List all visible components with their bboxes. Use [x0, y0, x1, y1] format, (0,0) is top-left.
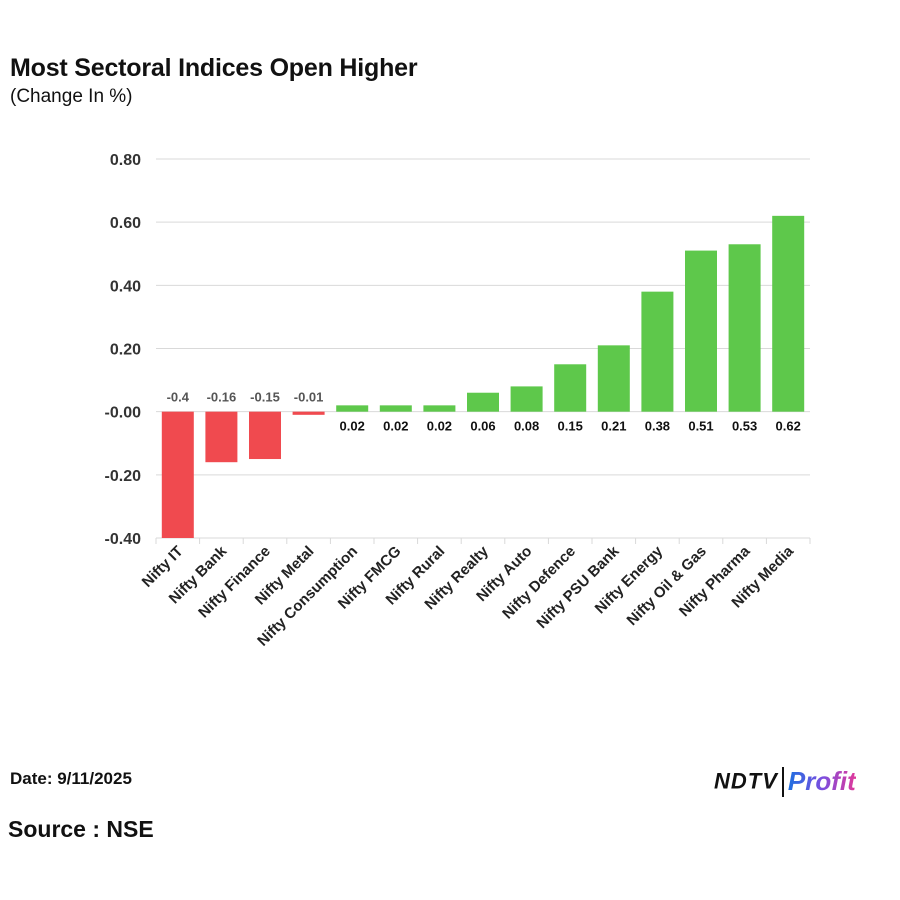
y-tick-label: 0.60: [110, 215, 141, 232]
data-label: -0.01: [294, 390, 324, 405]
bar-chart: 0.800.600.400.20-0.00-0.20-0.40-0.4Nifty…: [105, 152, 811, 650]
logo-profit-text: Profit: [787, 766, 856, 796]
data-label: 0.53: [732, 419, 757, 434]
data-label: 0.62: [776, 419, 801, 434]
data-label: 0.08: [514, 419, 539, 434]
data-label: 0.06: [470, 419, 495, 434]
bar: [249, 411, 281, 460]
bar: [510, 386, 543, 412]
bar: [467, 392, 499, 412]
bar: [161, 411, 194, 538]
y-tick-label: -0.00: [105, 405, 142, 422]
logo-separator: [781, 766, 784, 797]
bar: [597, 345, 630, 412]
y-tick-label: 0.80: [110, 152, 141, 169]
data-label: 0.15: [558, 419, 583, 434]
bar: [685, 250, 717, 412]
bar: [423, 405, 456, 412]
y-tick-label: 0.40: [110, 278, 141, 295]
data-label: 0.02: [340, 419, 365, 434]
data-label: 0.02: [383, 419, 408, 434]
data-label: 0.21: [601, 419, 626, 434]
data-label: 0.51: [688, 419, 713, 434]
y-tick-label: 0.20: [110, 342, 141, 359]
chart-subtitle: (Change In %): [10, 86, 133, 107]
source-label: Source : NSE: [8, 816, 154, 842]
ndtv-profit-logo: NDTV Profit: [714, 766, 856, 802]
y-tick-label: -0.20: [105, 468, 142, 485]
date-label: Date: 9/11/2025: [10, 769, 132, 788]
bar: [379, 405, 412, 412]
logo-ndtv-text: NDTV: [714, 768, 778, 794]
bar: [728, 244, 761, 412]
bar: [772, 215, 805, 412]
bar: [641, 291, 674, 412]
data-label: -0.16: [207, 390, 237, 405]
y-tick-label: -0.40: [105, 531, 142, 548]
data-label: 0.02: [427, 419, 452, 434]
data-label: -0.15: [250, 390, 280, 405]
data-label: -0.4: [167, 390, 190, 405]
bar: [554, 364, 587, 412]
data-label: 0.38: [645, 419, 670, 434]
bar: [336, 405, 369, 412]
chart-title: Most Sectoral Indices Open Higher: [10, 54, 418, 82]
bar: [292, 411, 325, 415]
bar: [205, 411, 238, 463]
